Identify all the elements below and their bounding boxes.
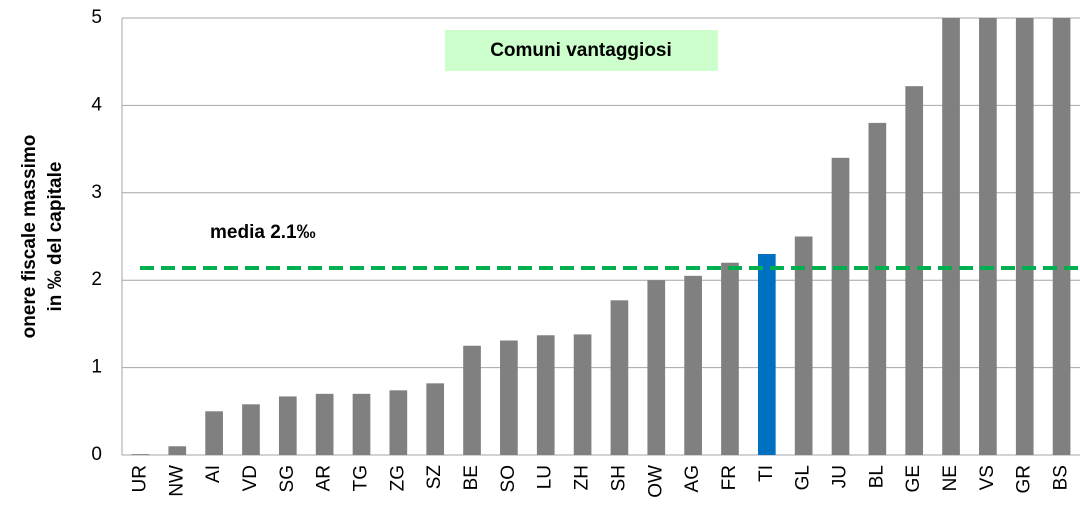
y-tick-label: 0 — [91, 444, 102, 465]
bar — [610, 300, 629, 455]
x-tick-label: BE — [461, 465, 482, 490]
x-tick-label: TG — [351, 465, 372, 491]
bar — [315, 393, 334, 455]
x-tick-label: NE — [940, 465, 961, 491]
bar — [536, 335, 555, 455]
x-tick-label: GL — [793, 465, 814, 490]
x-tick-label: UR — [129, 465, 150, 492]
x-tick-label: NW — [166, 465, 187, 497]
y-tick-label: 4 — [91, 94, 102, 115]
bar — [647, 280, 666, 455]
y-tick-label: 1 — [91, 357, 102, 378]
x-tick-label: SH — [608, 465, 629, 491]
bar — [131, 454, 150, 455]
x-tick-label: VS — [977, 465, 998, 490]
plot: 0 1 2 3 4 5 onere fiscale massimo in ‰ del capi… — [19, 7, 1080, 498]
bar — [500, 340, 518, 455]
x-tick-label: AI — [203, 465, 224, 483]
x-tick-label: GR — [1014, 465, 1035, 494]
bar — [205, 411, 223, 455]
x-tick-label: FR — [719, 465, 740, 490]
annotation-box — [445, 30, 718, 71]
mean-label: media 2.1‰ — [210, 222, 316, 243]
x-tick-label: LU — [535, 465, 556, 489]
x-tick-label: GE — [903, 465, 924, 492]
x-tick-label: JU — [830, 465, 851, 488]
bar — [684, 275, 702, 455]
bar — [242, 404, 260, 455]
x-tick-label: AR — [314, 465, 335, 491]
annotation: Comuni vantaggiosi — [490, 40, 672, 61]
y-axis-label: in ‰ del capitale — [45, 162, 66, 312]
bar — [831, 157, 850, 455]
bar — [168, 446, 187, 455]
x-tick-label: TI — [756, 465, 777, 482]
x-tick-label: SO — [498, 465, 519, 492]
bar — [905, 86, 924, 455]
bar — [1052, 18, 1071, 455]
bar — [794, 236, 813, 455]
x-tick-label: BS — [1051, 465, 1072, 490]
x-tick-label: OW — [645, 465, 666, 498]
x-tick-label: BL — [866, 465, 887, 488]
x-tick-label: SG — [277, 465, 298, 492]
bar — [352, 393, 371, 455]
bar — [757, 253, 776, 455]
bar — [426, 383, 445, 455]
bar — [721, 262, 739, 455]
bar — [942, 18, 960, 455]
bar — [389, 390, 408, 455]
bar — [463, 345, 481, 455]
bar — [868, 122, 887, 455]
x-tick-label: AG — [682, 465, 703, 492]
y-tick-label: 2 — [91, 269, 102, 290]
bar — [278, 396, 297, 455]
y-axis-label: onere fiscale massimo — [19, 135, 40, 339]
y-tick-label: 3 — [91, 182, 102, 203]
x-tick-label: VD — [240, 465, 261, 491]
y-tick-label: 5 — [91, 7, 102, 28]
x-tick-label: ZH — [572, 465, 593, 490]
x-tick-label: SZ — [424, 465, 445, 490]
bar — [979, 18, 997, 455]
bar — [1015, 18, 1034, 455]
bar — [573, 334, 592, 455]
x-tick-label: ZG — [387, 465, 408, 491]
